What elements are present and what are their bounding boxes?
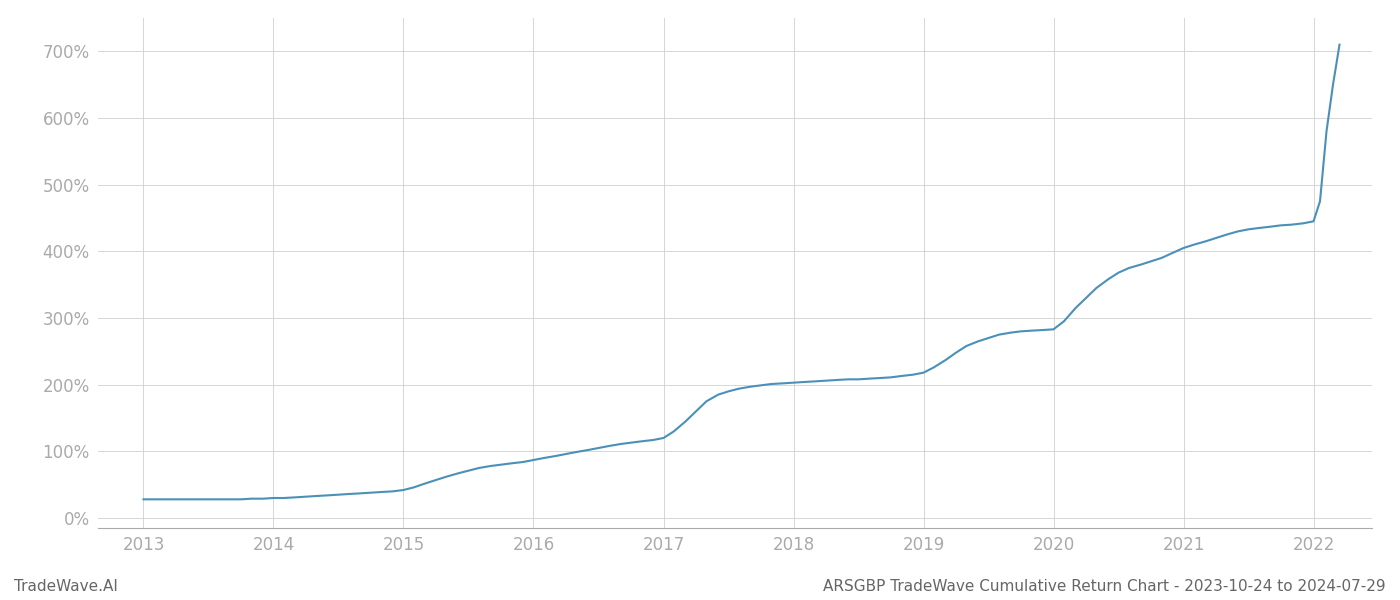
Text: TradeWave.AI: TradeWave.AI: [14, 579, 118, 594]
Text: ARSGBP TradeWave Cumulative Return Chart - 2023-10-24 to 2024-07-29: ARSGBP TradeWave Cumulative Return Chart…: [823, 579, 1386, 594]
